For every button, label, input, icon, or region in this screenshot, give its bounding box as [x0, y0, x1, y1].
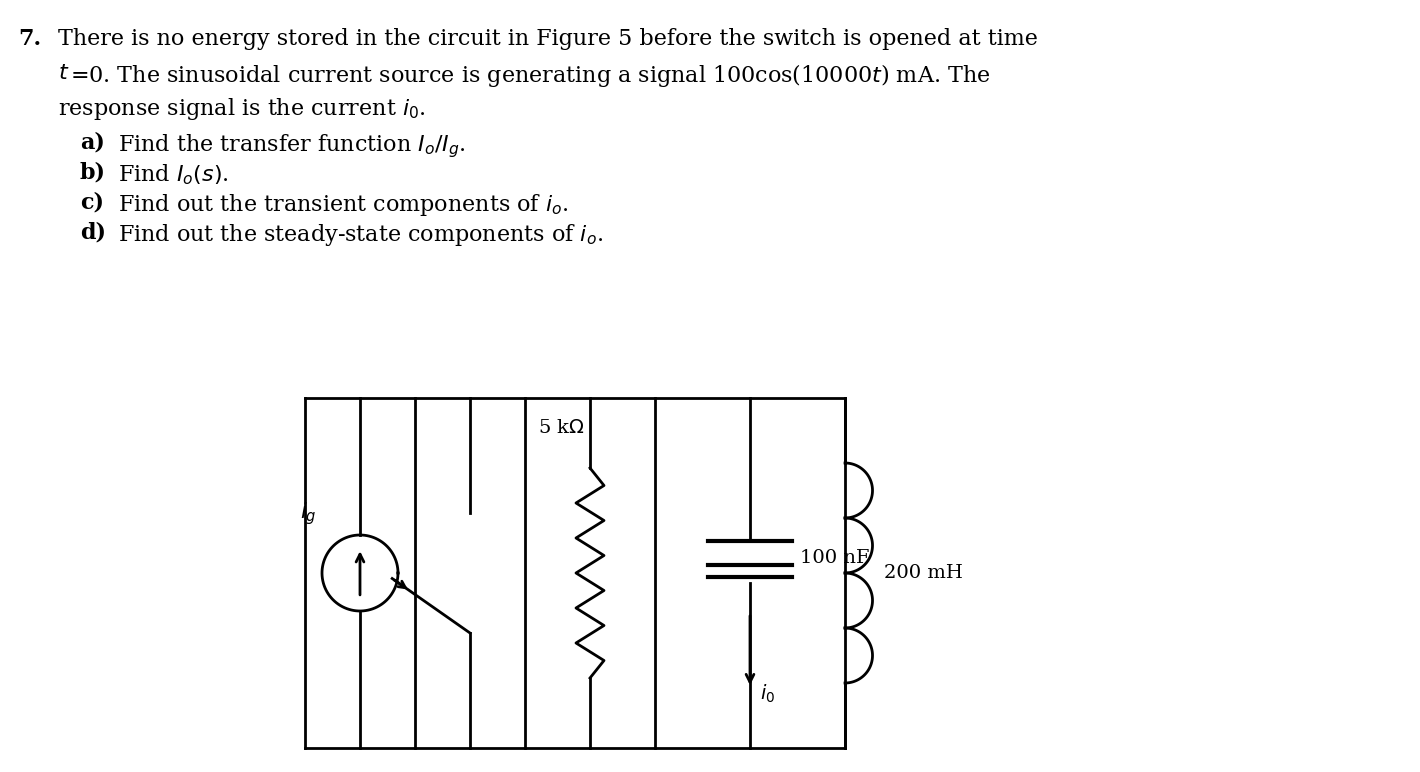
Text: 7.: 7. [18, 28, 41, 50]
Text: c): c) [80, 192, 104, 214]
Text: b): b) [80, 162, 106, 184]
Text: Find out the transient components of $i_o$.: Find out the transient components of $i_… [118, 192, 568, 218]
Text: a): a) [80, 132, 105, 154]
Text: Find the transfer function $I_o/I_g$.: Find the transfer function $I_o/I_g$. [118, 132, 466, 160]
Text: There is no energy stored in the circuit in Figure 5 before the switch is opened: There is no energy stored in the circuit… [58, 28, 1038, 50]
Text: 200 mH: 200 mH [885, 564, 963, 582]
Text: Find out the steady-state components of $i_o$.: Find out the steady-state components of … [118, 222, 604, 248]
Text: 5 k$\Omega$: 5 k$\Omega$ [538, 419, 585, 437]
Text: $i_0$: $i_0$ [760, 683, 775, 706]
Text: response signal is the current $i_0$.: response signal is the current $i_0$. [58, 96, 426, 122]
Text: Find $I_o(s)$.: Find $I_o(s)$. [118, 162, 229, 187]
Text: $i_g$: $i_g$ [301, 500, 317, 527]
Text: d): d) [80, 222, 106, 244]
Text: $t$: $t$ [58, 62, 70, 84]
Text: =0. The sinusoidal current source is generating a signal 100cos(10000$t$) mA. Th: =0. The sinusoidal current source is gen… [70, 62, 990, 89]
Text: 100 nF: 100 nF [799, 549, 869, 567]
